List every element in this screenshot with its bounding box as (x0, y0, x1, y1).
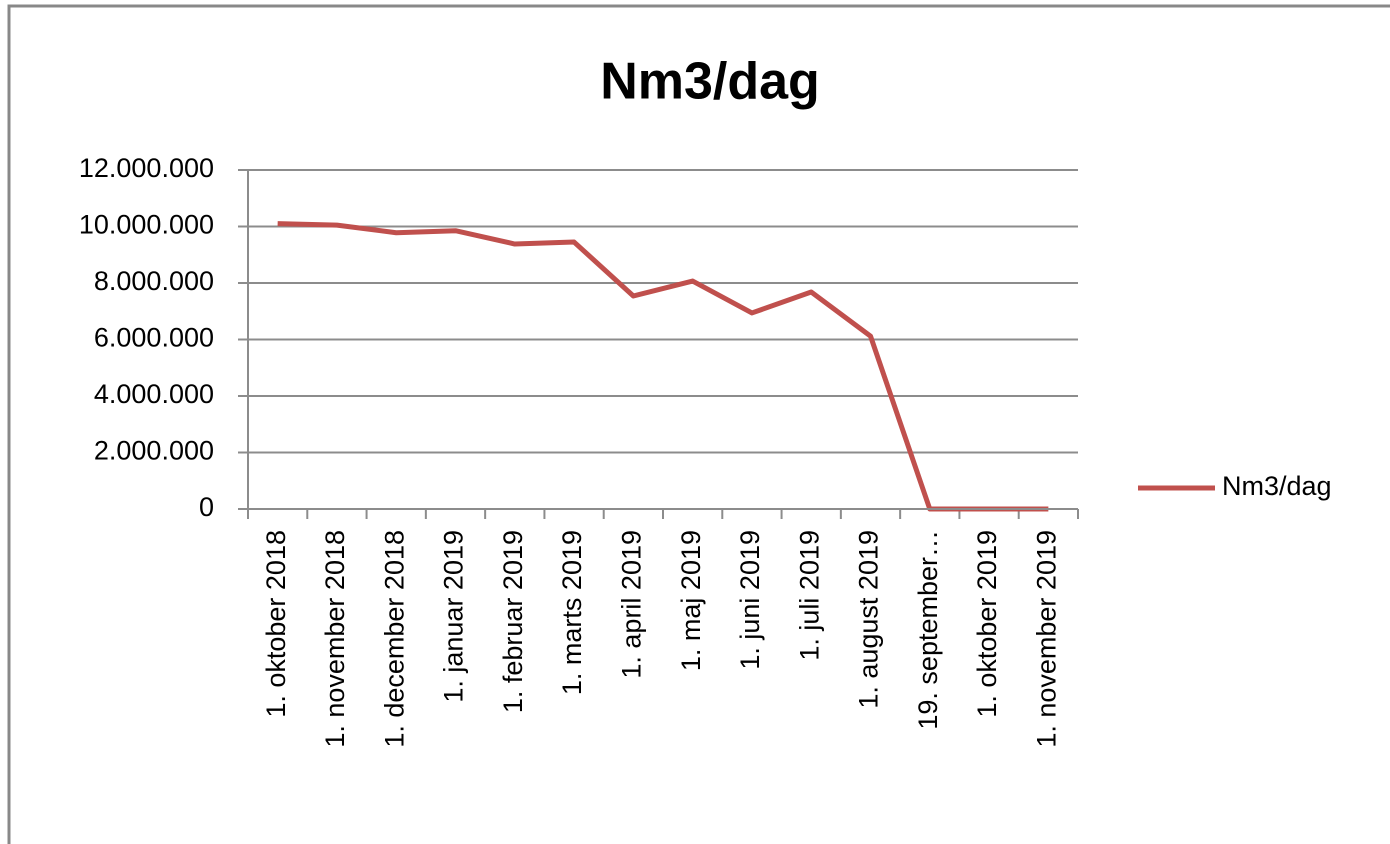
x-tick-label: 1. maj 2019 (676, 530, 706, 671)
y-tick-label: 6.000.000 (94, 323, 214, 353)
y-tick-label: 8.000.000 (94, 266, 214, 296)
y-tick-label: 2.000.000 (94, 436, 214, 466)
x-tick-label: 1. marts 2019 (557, 530, 587, 695)
x-tick-label: 1. juni 2019 (735, 530, 765, 670)
x-tick-label: 1. juli 2019 (794, 530, 824, 661)
chart-frame (7, 4, 1390, 844)
y-tick-label: 10.000.000 (79, 210, 214, 240)
x-tick-label: 19. september… (913, 530, 943, 730)
y-tick-label: 0 (199, 492, 214, 522)
x-tick-label: 1. januar 2019 (439, 530, 469, 703)
legend-label: Nm3/dag (1222, 471, 1332, 501)
x-tick-label: 1. oktober 2018 (261, 530, 291, 718)
x-tick-label: 1. december 2018 (379, 530, 409, 748)
x-tick-label: 1. november 2018 (320, 530, 350, 748)
x-tick-label: 1. oktober 2019 (972, 530, 1002, 718)
y-tick-label: 4.000.000 (94, 379, 214, 409)
chart-title: Nm3/dag (600, 53, 820, 111)
x-tick-label: 1. februar 2019 (498, 530, 528, 713)
x-tick-label: 1. november 2019 (1031, 530, 1061, 748)
y-tick-label: 12.000.000 (79, 153, 214, 183)
x-tick-label: 1. april 2019 (616, 530, 646, 679)
data-line (277, 221, 1049, 512)
x-tick-label: 1. august 2019 (854, 530, 884, 709)
